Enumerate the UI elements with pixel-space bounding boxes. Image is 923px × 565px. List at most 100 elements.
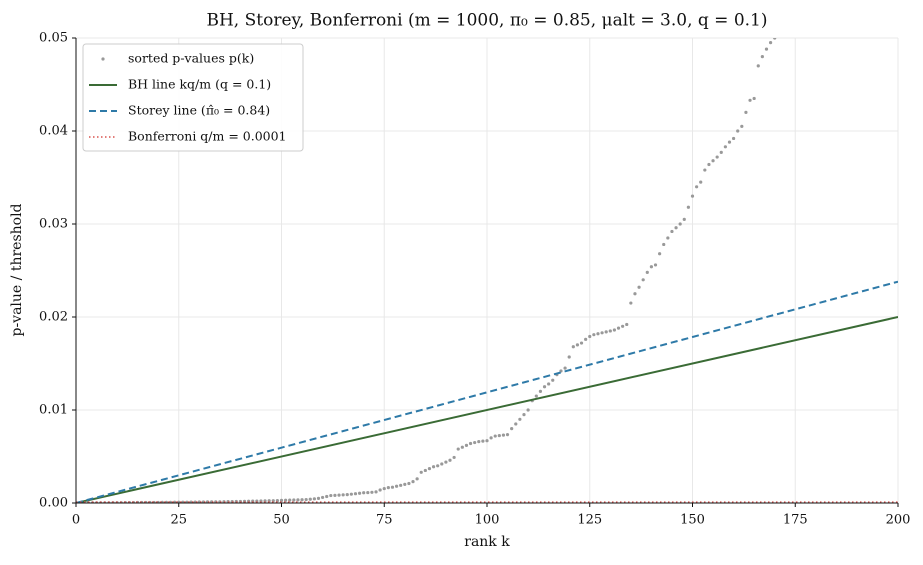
data-point (292, 498, 296, 502)
data-point (715, 155, 719, 159)
data-point (600, 331, 604, 335)
data-point (415, 477, 419, 481)
data-point (366, 490, 370, 495)
data-point (764, 47, 769, 51)
data-point (686, 205, 690, 209)
data-point (477, 440, 481, 444)
data-point (538, 389, 543, 393)
data-point (378, 488, 382, 492)
data-point (316, 496, 321, 500)
data-point (592, 333, 596, 337)
data-point (658, 252, 662, 256)
data-point (329, 493, 333, 498)
data-point (456, 447, 460, 451)
data-point (460, 445, 464, 449)
data-point (390, 485, 395, 489)
data-point (337, 493, 341, 497)
data-point (510, 427, 514, 431)
data-point (345, 493, 349, 497)
data-point (633, 292, 637, 296)
data-point (362, 491, 366, 495)
y-tick-label: 0.05 (39, 31, 68, 46)
data-point (403, 482, 407, 486)
data-point (489, 436, 493, 440)
data-point (727, 140, 732, 144)
data-point (645, 270, 649, 274)
legend-label: BH line kq/m (q = 0.1) (128, 77, 271, 92)
y-tick-label: 0.01 (39, 403, 68, 418)
data-point (711, 159, 715, 163)
legend-label: Storey line (π̂₀ = 0.84) (128, 103, 270, 118)
data-point (522, 413, 526, 417)
data-point (563, 366, 567, 370)
data-point (279, 498, 284, 502)
legend-marker (101, 57, 105, 61)
data-point (666, 236, 670, 240)
chart-title: BH, Storey, Bonferroni (m = 1000, π₀ = 0… (206, 11, 767, 31)
data-point (419, 470, 423, 474)
data-point (637, 285, 641, 289)
x-axis-label: rank k (464, 534, 510, 550)
data-point (690, 194, 695, 198)
data-point (431, 465, 436, 469)
legend-label: Bonferroni q/m = 0.0001 (128, 129, 287, 144)
x-tick-label: 125 (577, 513, 602, 528)
data-point (399, 483, 403, 487)
x-tick-label: 100 (475, 513, 500, 528)
legend-box (82, 43, 304, 152)
data-point (505, 433, 510, 437)
data-point (612, 328, 617, 332)
data-point (629, 301, 633, 305)
legend: sorted p-values p(k) BH line kq/m (q = 0.… (82, 43, 304, 152)
data-point (452, 455, 456, 460)
data-point (756, 64, 760, 68)
data-point (752, 96, 756, 101)
data-point (748, 98, 752, 102)
data-point (325, 494, 329, 499)
y-axis-label: p-value / threshold (9, 203, 25, 336)
data-point (551, 378, 555, 382)
y-tick-label: 0.00 (39, 496, 68, 511)
data-point (616, 326, 621, 330)
data-point (173, 500, 177, 503)
data-point (740, 124, 744, 128)
data-point (423, 468, 427, 473)
data-point (296, 498, 300, 502)
y-tick-label: 0.04 (39, 124, 68, 139)
data-point (514, 422, 518, 426)
data-point (300, 498, 304, 502)
data-point (444, 460, 448, 464)
data-point (653, 263, 658, 267)
data-point (468, 441, 473, 446)
data-point (189, 500, 193, 503)
x-tick-label: 0 (72, 513, 80, 528)
data-point (707, 162, 711, 167)
data-point (321, 495, 325, 500)
data-point (732, 136, 736, 141)
x-tick-label: 75 (376, 513, 393, 528)
data-point (670, 229, 674, 234)
data-point (518, 417, 522, 421)
data-point (394, 484, 399, 488)
data-point (625, 322, 629, 327)
data-point (427, 466, 432, 471)
data-point (501, 433, 506, 437)
data-point (481, 439, 485, 443)
series-line (76, 316, 898, 503)
data-point (584, 337, 588, 341)
data-point (181, 500, 185, 503)
data-point (744, 110, 748, 114)
data-point (723, 145, 727, 149)
data-point (185, 500, 189, 503)
data-point (284, 498, 288, 502)
data-point (407, 481, 411, 486)
data-point (674, 226, 678, 230)
data-point (349, 492, 353, 496)
x-tick-label: 25 (170, 513, 187, 528)
data-point (382, 486, 386, 491)
data-point (703, 168, 707, 172)
data-point (736, 129, 740, 133)
data-point (641, 278, 645, 282)
x-tick-label: 175 (783, 513, 808, 528)
data-point (719, 150, 723, 154)
